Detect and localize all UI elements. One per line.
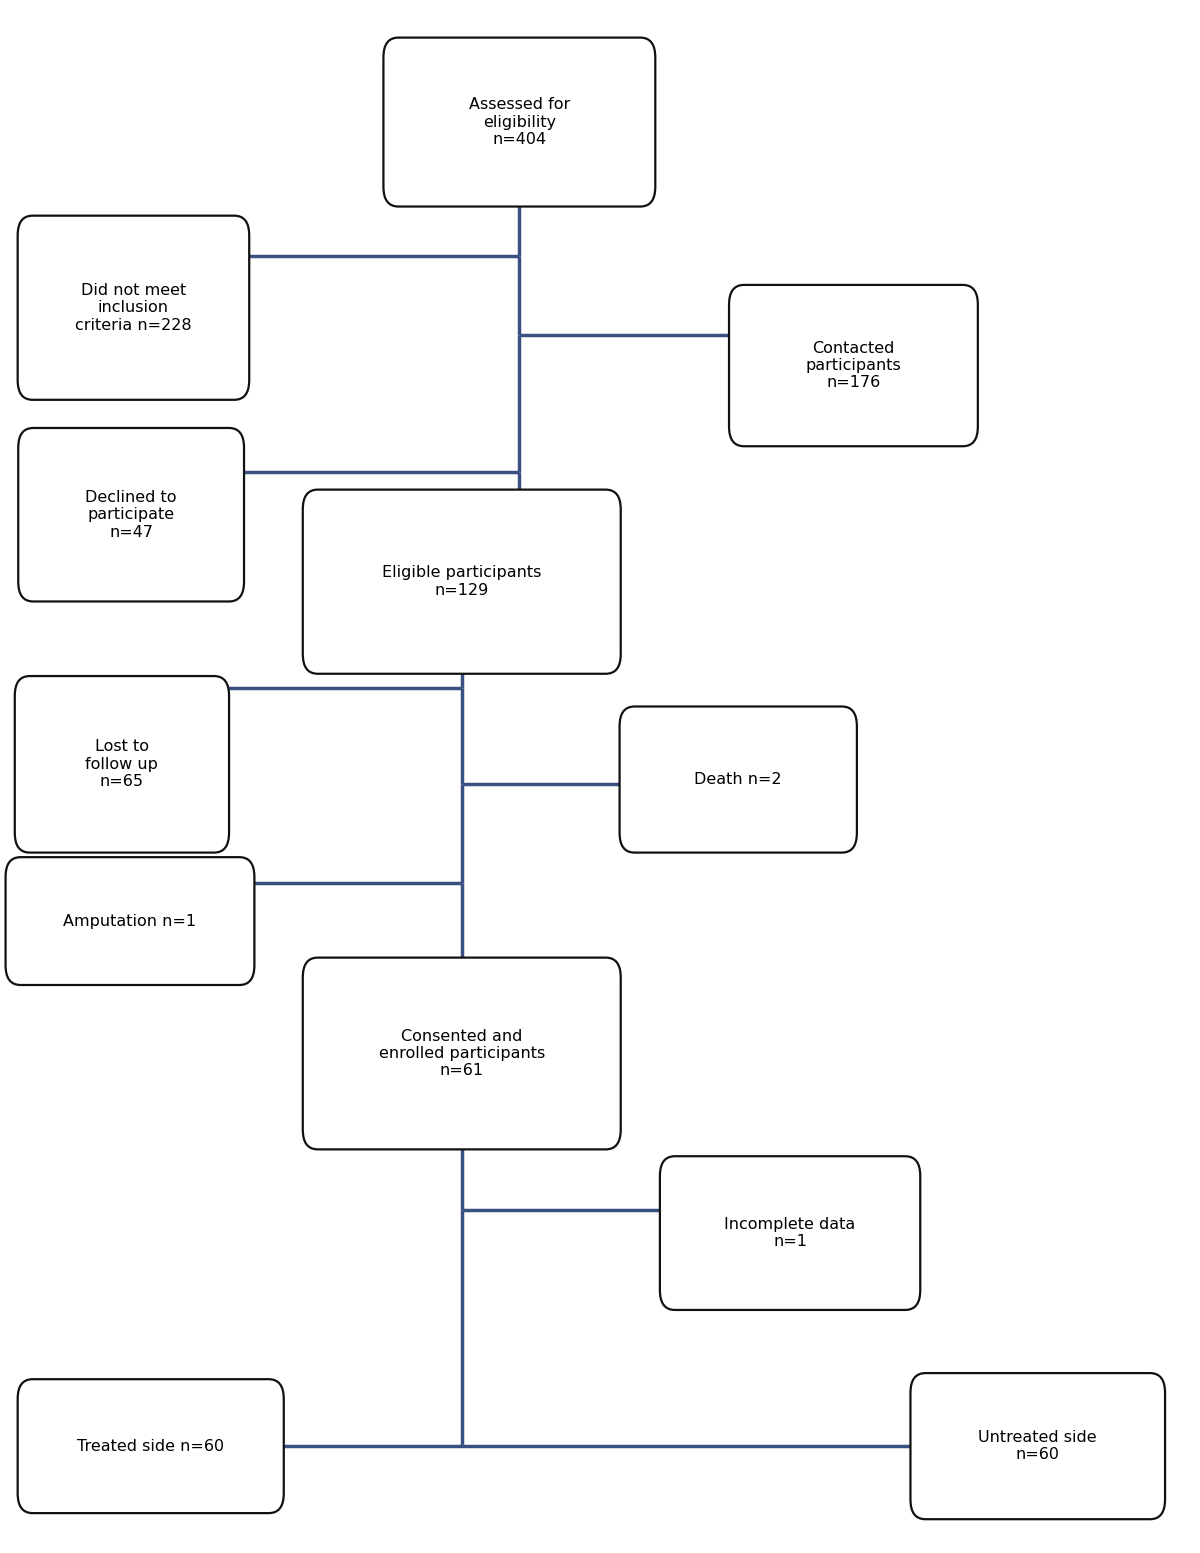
FancyBboxPatch shape [619,707,857,853]
FancyBboxPatch shape [660,1157,920,1309]
Text: Eligible participants
n=129: Eligible participants n=129 [382,565,541,598]
Text: Incomplete data
n=1: Incomplete data n=1 [725,1218,856,1249]
Text: Amputation n=1: Amputation n=1 [64,913,197,929]
FancyBboxPatch shape [18,216,250,399]
Text: Contacted
participants
n=176: Contacted participants n=176 [805,340,901,390]
Text: Did not meet
inclusion
criteria n=228: Did not meet inclusion criteria n=228 [76,283,192,332]
Text: Treated side n=60: Treated side n=60 [77,1438,224,1454]
FancyBboxPatch shape [18,429,244,601]
Text: Declined to
participate
n=47: Declined to participate n=47 [85,489,176,539]
Text: Assessed for
eligibility
n=404: Assessed for eligibility n=404 [469,98,570,148]
Text: Consented and
enrolled participants
n=61: Consented and enrolled participants n=61 [379,1028,545,1078]
FancyBboxPatch shape [18,1379,283,1513]
Text: Lost to
follow up
n=65: Lost to follow up n=65 [85,739,158,789]
FancyBboxPatch shape [14,676,229,853]
FancyBboxPatch shape [730,284,978,446]
Text: Death n=2: Death n=2 [695,772,782,787]
FancyBboxPatch shape [384,37,655,207]
FancyBboxPatch shape [6,857,254,985]
Text: Untreated side
n=60: Untreated side n=60 [978,1430,1097,1463]
FancyBboxPatch shape [302,958,620,1149]
FancyBboxPatch shape [911,1373,1165,1519]
FancyBboxPatch shape [302,489,620,674]
